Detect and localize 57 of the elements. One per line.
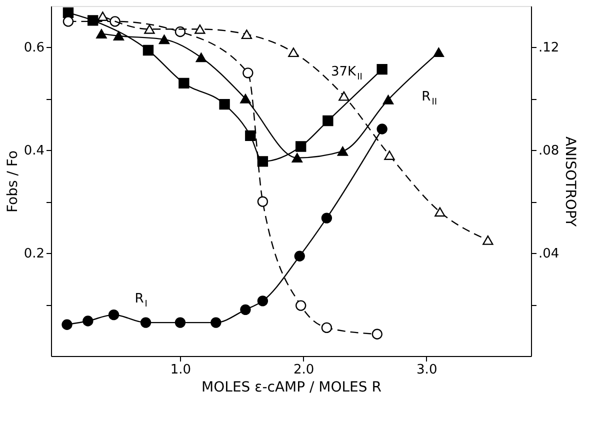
y-tick-label: 0.6 — [24, 40, 44, 56]
point — [338, 91, 350, 101]
point — [241, 30, 252, 40]
y2-tick-label: .08 — [538, 144, 560, 159]
point — [62, 16, 74, 27]
point — [240, 94, 251, 104]
point — [433, 48, 444, 58]
point — [178, 78, 190, 89]
point — [321, 212, 332, 224]
point — [384, 150, 395, 160]
point — [88, 15, 98, 26]
point — [97, 12, 108, 21]
point — [210, 317, 222, 328]
x-tick-label: 2.0 — [293, 362, 314, 378]
point — [144, 24, 155, 34]
point — [296, 141, 306, 152]
point — [194, 24, 206, 34]
point — [257, 156, 268, 167]
point — [288, 48, 299, 58]
y-tick-label: 0.2 — [24, 246, 44, 262]
point — [82, 316, 94, 326]
point — [257, 196, 268, 207]
point — [96, 29, 107, 38]
point — [140, 317, 152, 328]
y-axis-title: Fobs / Fo — [4, 150, 21, 213]
point — [240, 304, 251, 316]
point — [294, 250, 305, 262]
point — [62, 319, 72, 330]
y2-tick-label: .04 — [538, 246, 560, 262]
point — [296, 300, 306, 311]
point — [434, 207, 446, 217]
x-tick-label: 1.0 — [170, 362, 192, 378]
point — [292, 153, 302, 163]
point — [242, 68, 254, 78]
point — [113, 31, 124, 41]
point — [372, 328, 382, 340]
point — [110, 16, 120, 27]
point — [219, 98, 230, 110]
point — [174, 317, 186, 328]
y-tick-label: 0.4 — [24, 144, 44, 159]
point — [142, 44, 154, 56]
point — [382, 94, 394, 104]
point — [321, 322, 332, 334]
y2-tick-label: .12 — [538, 40, 560, 56]
point — [158, 34, 170, 44]
point — [108, 309, 120, 320]
point — [245, 130, 256, 142]
point — [257, 296, 268, 306]
point — [337, 146, 348, 156]
point — [376, 64, 388, 75]
point — [482, 235, 494, 245]
x-axis-title: MOLES ε-cAMP / MOLES R — [202, 380, 382, 396]
point — [376, 124, 388, 134]
y2-axis-title: ANISOTROPY — [562, 136, 578, 227]
point — [196, 52, 206, 62]
point — [322, 115, 334, 126]
x-tick-label: 3.0 — [416, 362, 438, 378]
